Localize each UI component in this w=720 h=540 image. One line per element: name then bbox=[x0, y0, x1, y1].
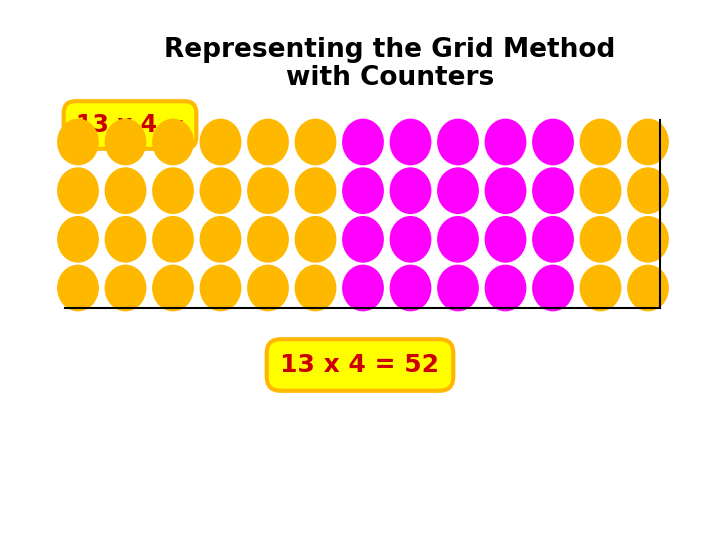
Ellipse shape bbox=[294, 216, 336, 262]
Text: 13 x 4 = 52: 13 x 4 = 52 bbox=[281, 353, 439, 377]
Text: 13 x 4 =: 13 x 4 = bbox=[76, 113, 184, 137]
Ellipse shape bbox=[580, 167, 621, 214]
Ellipse shape bbox=[57, 167, 99, 214]
Ellipse shape bbox=[485, 167, 526, 214]
Ellipse shape bbox=[199, 265, 241, 312]
Ellipse shape bbox=[294, 119, 336, 165]
Ellipse shape bbox=[152, 167, 194, 214]
Ellipse shape bbox=[152, 119, 194, 165]
Ellipse shape bbox=[390, 265, 431, 312]
Ellipse shape bbox=[627, 167, 669, 214]
Ellipse shape bbox=[485, 119, 526, 165]
Ellipse shape bbox=[247, 119, 289, 165]
Ellipse shape bbox=[342, 167, 384, 214]
Ellipse shape bbox=[152, 265, 194, 312]
Ellipse shape bbox=[294, 265, 336, 312]
Ellipse shape bbox=[627, 216, 669, 262]
Ellipse shape bbox=[437, 167, 479, 214]
Ellipse shape bbox=[104, 265, 146, 312]
Ellipse shape bbox=[342, 119, 384, 165]
Ellipse shape bbox=[152, 216, 194, 262]
Ellipse shape bbox=[247, 167, 289, 214]
Ellipse shape bbox=[437, 265, 479, 312]
Ellipse shape bbox=[437, 216, 479, 262]
Ellipse shape bbox=[57, 119, 99, 165]
Ellipse shape bbox=[247, 265, 289, 312]
Ellipse shape bbox=[57, 216, 99, 262]
Ellipse shape bbox=[390, 167, 431, 214]
Ellipse shape bbox=[57, 265, 99, 312]
Ellipse shape bbox=[580, 119, 621, 165]
Text: Representing the Grid Method: Representing the Grid Method bbox=[164, 37, 616, 63]
Ellipse shape bbox=[532, 167, 574, 214]
Ellipse shape bbox=[485, 216, 526, 262]
Ellipse shape bbox=[199, 119, 241, 165]
Ellipse shape bbox=[437, 119, 479, 165]
Ellipse shape bbox=[199, 216, 241, 262]
Ellipse shape bbox=[580, 265, 621, 312]
Ellipse shape bbox=[627, 265, 669, 312]
Ellipse shape bbox=[580, 216, 621, 262]
Ellipse shape bbox=[390, 216, 431, 262]
Ellipse shape bbox=[532, 216, 574, 262]
Ellipse shape bbox=[342, 216, 384, 262]
Ellipse shape bbox=[532, 119, 574, 165]
Ellipse shape bbox=[390, 119, 431, 165]
Ellipse shape bbox=[199, 167, 241, 214]
Ellipse shape bbox=[104, 119, 146, 165]
Ellipse shape bbox=[247, 216, 289, 262]
Ellipse shape bbox=[294, 167, 336, 214]
Ellipse shape bbox=[532, 265, 574, 312]
Ellipse shape bbox=[104, 216, 146, 262]
Text: with Counters: with Counters bbox=[286, 65, 494, 91]
Ellipse shape bbox=[627, 119, 669, 165]
Ellipse shape bbox=[104, 167, 146, 214]
Ellipse shape bbox=[485, 265, 526, 312]
Ellipse shape bbox=[342, 265, 384, 312]
